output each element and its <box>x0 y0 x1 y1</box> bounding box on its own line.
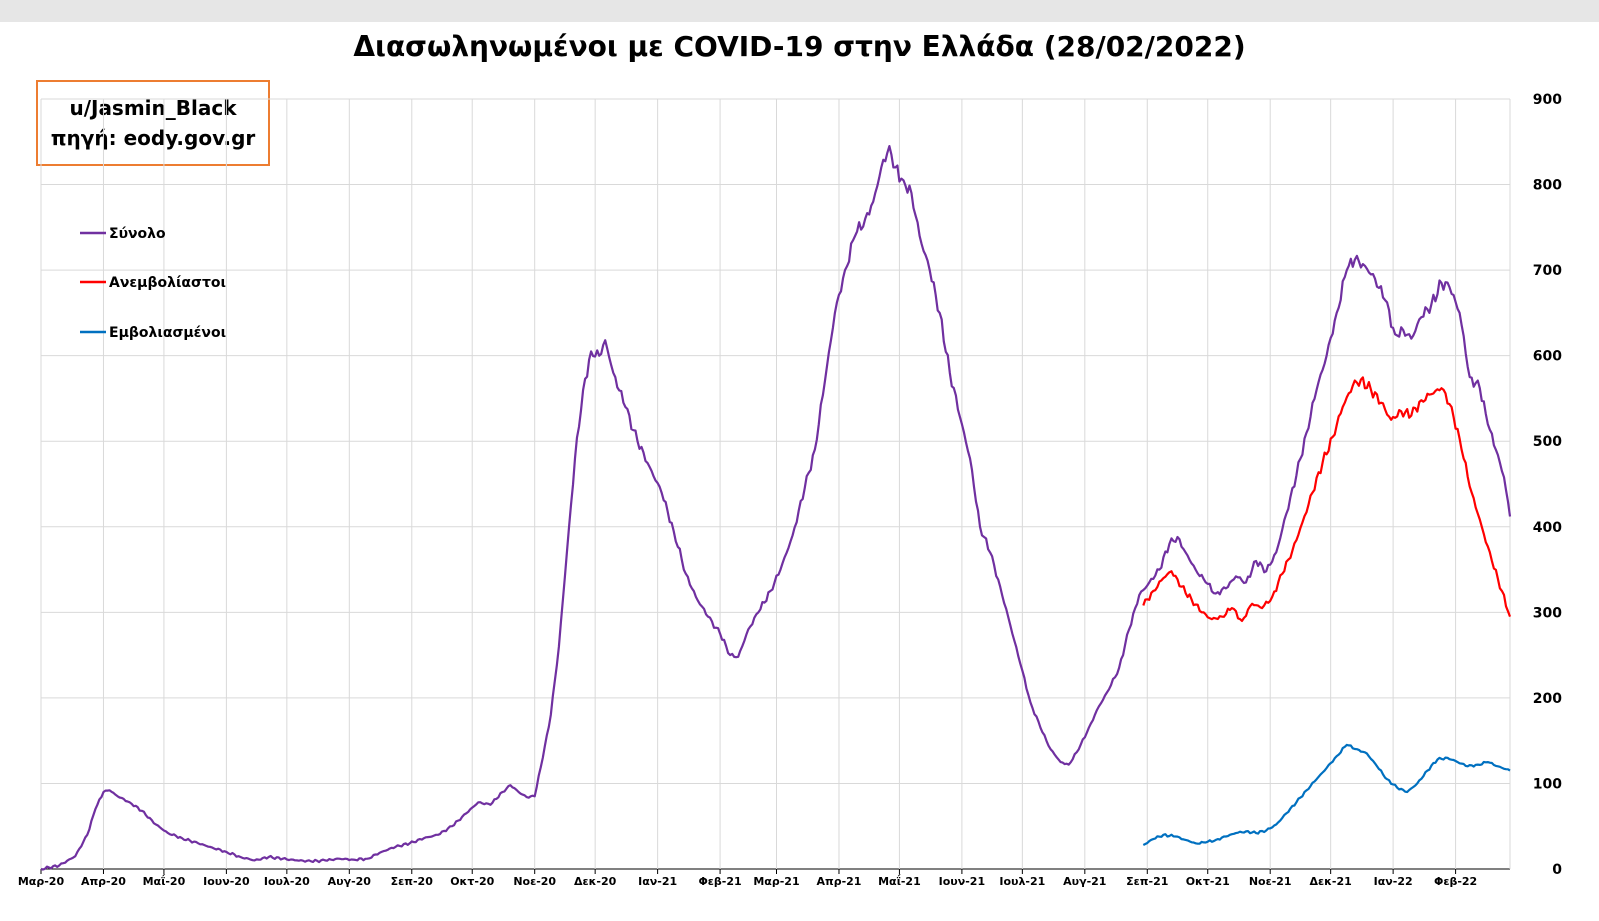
credit-box: u/Jasmin_Black πηγή: eody.gov.gr <box>36 80 270 166</box>
y-tick-label: 500 <box>1533 434 1562 450</box>
x-tick-label: Ιουν-21 <box>939 875 985 888</box>
series-lines <box>40 145 1512 871</box>
x-tick-label: Μαΐ-20 <box>143 874 186 888</box>
x-tick-label: Ιουλ-20 <box>264 875 310 888</box>
legend: Σύνολο Ανεμβολίαστοι Εμβολιασμένοι <box>80 226 226 341</box>
x-tick-label: Αυγ-21 <box>1063 875 1106 888</box>
y-tick-label: 700 <box>1533 263 1562 279</box>
x-tick-label: Νοε-20 <box>513 875 556 888</box>
y-tick-label: 800 <box>1533 178 1562 194</box>
x-tick-label: Ιαν-21 <box>638 875 677 888</box>
x-tick-label: Ιουν-20 <box>203 875 250 888</box>
x-tick-label: Μαΐ-21 <box>878 874 921 888</box>
x-tick-label: Φεβ-21 <box>698 875 741 888</box>
x-tick-label: Απρ-20 <box>81 875 126 888</box>
y-tick-label: 400 <box>1533 520 1562 536</box>
window-top-band <box>0 0 1599 22</box>
y-tick-label: 300 <box>1533 605 1562 621</box>
x-tick-label: Αυγ-20 <box>328 875 372 888</box>
y-tick-label: 100 <box>1533 776 1562 792</box>
legend-label-3: Εμβολιασμένοι <box>109 325 226 341</box>
series-line-3 <box>1142 743 1511 846</box>
x-tick-label: Δεκ-20 <box>574 875 617 888</box>
x-axis-ticks: Μαρ-20 Απρ-20 Μαΐ-20 Ιουν-20 Ιουλ-20 Αυγ-20 Σε… <box>18 874 1477 888</box>
grid <box>40 98 1511 874</box>
x-tick-label: Ιουλ-21 <box>999 875 1045 888</box>
x-tick-label: Σεπ-21 <box>1126 875 1168 888</box>
series-line-1 <box>40 145 1512 871</box>
x-tick-label: Οκτ-20 <box>450 875 494 888</box>
series-line-2 <box>1142 376 1512 622</box>
legend-label-1: Σύνολο <box>109 226 166 242</box>
y-axis-ticks: 0 100 200 300 400 500 600 700 800 900 <box>1533 92 1562 878</box>
credit-source: πηγή: eody.gov.gr <box>50 126 256 150</box>
x-tick-label: Ιαν-22 <box>1374 875 1413 888</box>
x-tick-label: Νοε-21 <box>1249 875 1292 888</box>
credit-author: u/Jasmin_Black <box>69 96 237 120</box>
y-tick-label: 900 <box>1533 92 1562 108</box>
y-tick-label: 0 <box>1552 862 1562 878</box>
x-tick-label: Οκτ-21 <box>1186 875 1230 888</box>
y-tick-label: 600 <box>1533 349 1562 365</box>
x-tick-label: Φεβ-22 <box>1434 875 1477 888</box>
y-tick-label: 200 <box>1533 691 1562 707</box>
x-tick-label: Σεπ-20 <box>391 875 434 888</box>
x-tick-label: Μαρ-21 <box>753 875 799 888</box>
chart-title: Διασωληνωμένοι με COVID-19 στην Ελλάδα (… <box>353 30 1246 63</box>
legend-label-2: Ανεμβολίαστοι <box>109 275 226 291</box>
x-tick-label: Απρ-21 <box>816 875 861 888</box>
x-tick-label: Μαρ-20 <box>18 875 65 888</box>
x-tick-label: Δεκ-21 <box>1309 875 1351 888</box>
